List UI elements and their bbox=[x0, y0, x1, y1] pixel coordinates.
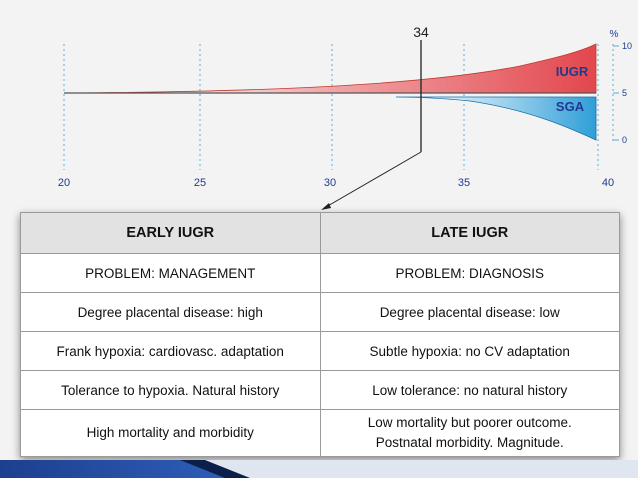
iugr-region bbox=[63, 43, 597, 94]
right-tick-10: 10 bbox=[622, 41, 632, 51]
sga-label: SGA bbox=[556, 99, 585, 114]
cell-early: Tolerance to hypoxia. Natural history bbox=[20, 370, 321, 410]
cell-late-line-1: Low mortality but poorer outcome. bbox=[367, 415, 572, 430]
x-tick-35: 35 bbox=[458, 177, 470, 189]
x-tick-25: 25 bbox=[194, 177, 206, 189]
cell-early: High mortality and morbidity bbox=[20, 409, 321, 457]
table-row: High mortality and morbidity Low mortali… bbox=[20, 409, 620, 457]
right-tick-0: 0 bbox=[622, 135, 627, 145]
cell-late: Low tolerance: no natural history bbox=[319, 370, 620, 410]
slide-footer-bar bbox=[0, 460, 638, 478]
table-header-row: EARLY IUGR LATE IUGR bbox=[20, 212, 620, 254]
cell-late: Degree placental disease: low bbox=[319, 292, 620, 332]
marker-34-label: 34 bbox=[413, 24, 429, 40]
iugr-sga-timeline-diagram: 34 IUGR SGA 20 25 30 35 40 % 10 5 0 bbox=[58, 24, 632, 210]
cell-early: Frank hypoxia: cardiovasc. adaptation bbox=[20, 331, 321, 371]
right-tick-5: 5 bbox=[622, 88, 627, 98]
footer-blue-band bbox=[0, 460, 235, 478]
cell-late: Subtle hypoxia: no CV adaptation bbox=[319, 331, 620, 371]
x-axis-ticks: 20 25 30 35 40 bbox=[58, 177, 614, 189]
table-row: Degree placental disease: high Degree pl… bbox=[20, 292, 620, 332]
x-tick-20: 20 bbox=[58, 177, 70, 189]
cell-late-line-2: Postnatal morbidity. Magnitude. bbox=[375, 435, 564, 450]
vertical-gridlines bbox=[63, 44, 599, 170]
header-late-iugr: LATE IUGR bbox=[319, 212, 620, 254]
right-axis-unit: % bbox=[610, 29, 619, 40]
cell-early: PROBLEM: MANAGEMENT bbox=[20, 253, 321, 293]
early-vs-late-iugr-table: EARLY IUGR LATE IUGR PROBLEM: MANAGEMENT… bbox=[20, 212, 620, 457]
footer-accent bbox=[180, 460, 250, 478]
pointer-arrowhead bbox=[321, 203, 331, 210]
x-tick-30: 30 bbox=[324, 177, 336, 189]
x-tick-40: 40 bbox=[602, 177, 614, 189]
pointer-arrow-line bbox=[325, 151, 422, 208]
right-axis: % 10 5 0 bbox=[610, 29, 632, 145]
table-row: Tolerance to hypoxia. Natural history Lo… bbox=[20, 370, 620, 410]
cell-late: Low mortality but poorer outcome. Postna… bbox=[319, 409, 620, 457]
iugr-label: IUGR bbox=[556, 64, 589, 79]
table-row: PROBLEM: MANAGEMENT PROBLEM: DIAGNOSIS bbox=[20, 253, 620, 293]
header-early-iugr: EARLY IUGR bbox=[20, 212, 321, 254]
cell-late: PROBLEM: DIAGNOSIS bbox=[319, 253, 620, 293]
cell-early: Degree placental disease: high bbox=[20, 292, 321, 332]
table-row: Frank hypoxia: cardiovasc. adaptation Su… bbox=[20, 331, 620, 371]
